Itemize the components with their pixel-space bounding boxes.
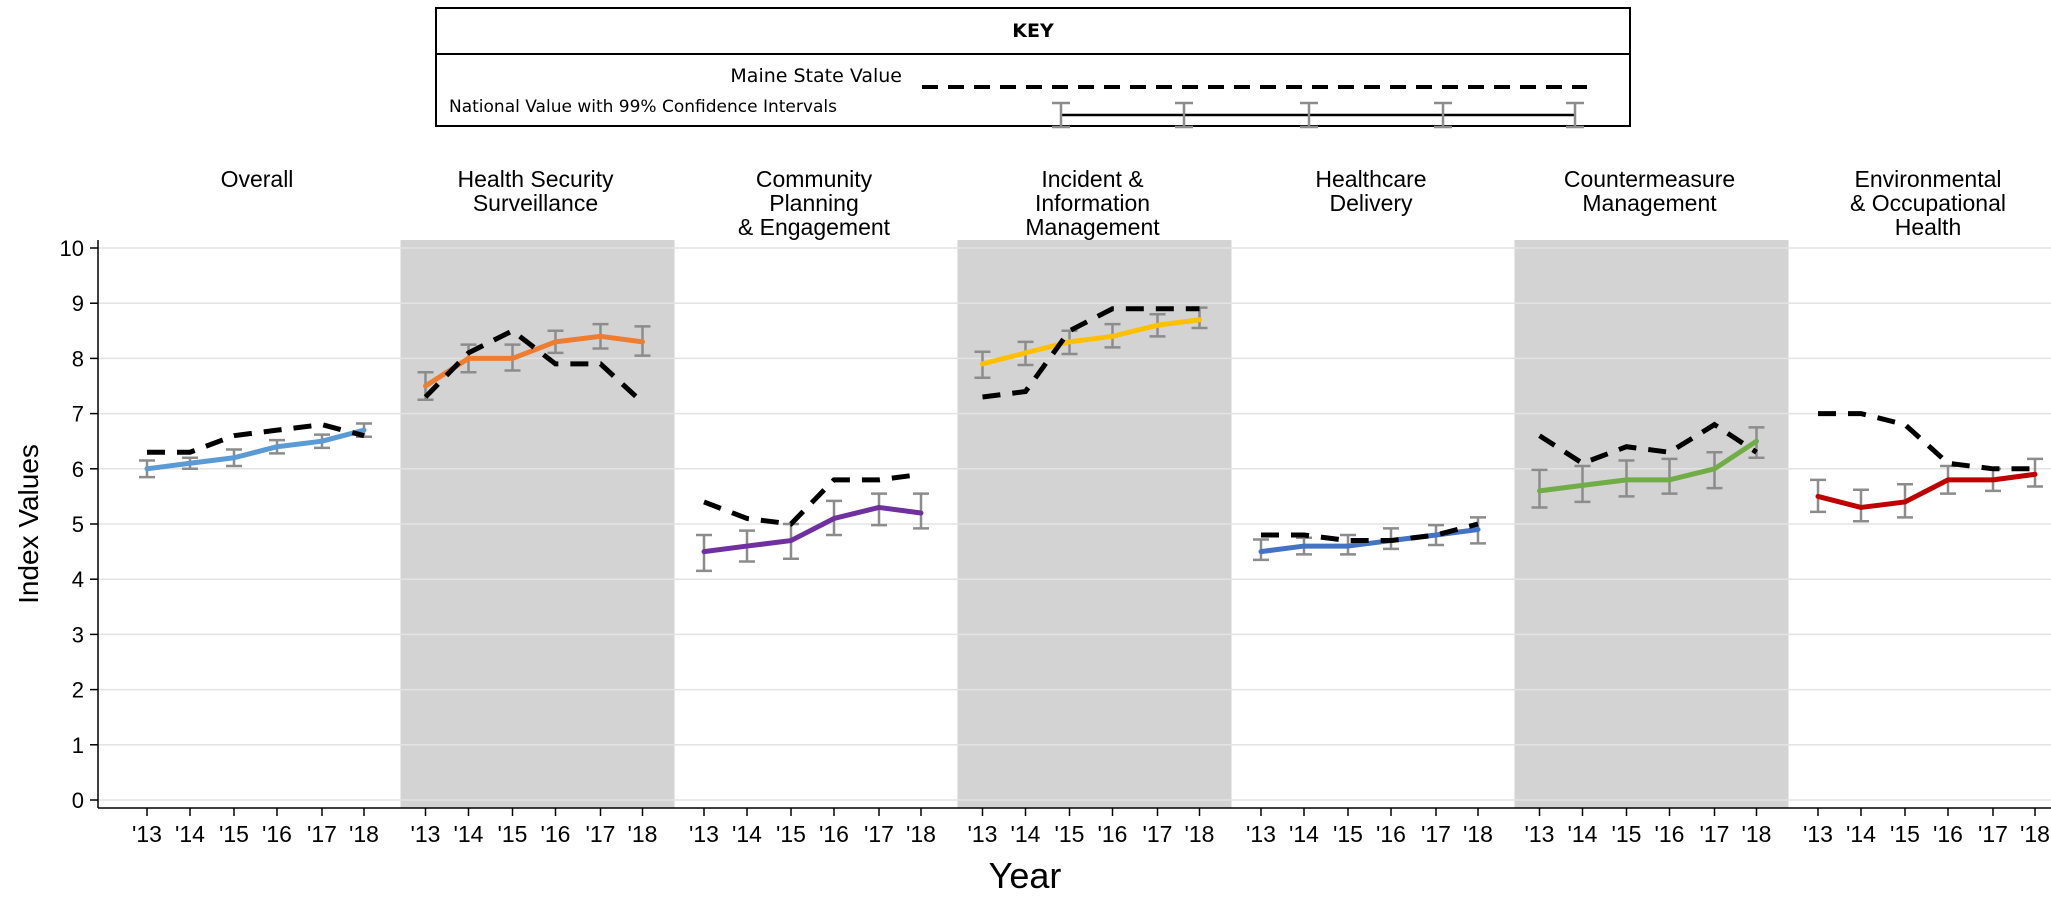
national-value-line <box>980 317 1202 367</box>
x-tick-label: '13 <box>132 821 162 847</box>
state-value-line <box>1538 421 1758 467</box>
y-tick-label: 0 <box>72 788 84 813</box>
x-tick-label: '17 <box>307 821 337 847</box>
key-state-label: Maine State Value <box>730 65 902 87</box>
x-tick-label: '17 <box>1143 821 1173 847</box>
x-tick-label: '16 <box>1098 821 1128 847</box>
key-title: KEY <box>437 9 1629 55</box>
x-tick-label: '17 <box>1421 821 1451 847</box>
x-tick-label: '18 <box>2020 821 2050 847</box>
state-value-line <box>423 327 645 405</box>
y-tick-label: 10 <box>60 236 84 261</box>
y-tick-label: 7 <box>72 402 84 427</box>
x-tick-label: '13 <box>1803 821 1833 847</box>
x-tick-label: '17 <box>586 821 616 847</box>
national-value-line <box>1815 471 2038 510</box>
x-tick-label: '17 <box>864 821 894 847</box>
y-tick-label: 1 <box>72 733 84 758</box>
y-tick-label: 9 <box>72 291 84 316</box>
y-tick-label: 8 <box>72 346 84 371</box>
x-tick-label: '16 <box>1933 821 1963 847</box>
x-tick-label: '18 <box>1185 821 1215 847</box>
state-value-line <box>147 422 365 455</box>
x-tick-label: '15 <box>1612 821 1642 847</box>
error-bar <box>1661 457 1678 495</box>
panel-title: Environmental <box>1854 166 2001 192</box>
x-tick-label: '18 <box>906 821 936 847</box>
panel-title: Healthcare <box>1315 166 1426 192</box>
panel-title: Incident & <box>1041 166 1143 192</box>
x-tick-label: '13 <box>411 821 441 847</box>
y-tick-label: 2 <box>72 678 84 703</box>
x-tick-label: '14 <box>175 821 205 847</box>
x-tick-label: '15 <box>1333 821 1363 847</box>
state-value-line <box>703 471 922 527</box>
panel-title: & Engagement <box>738 214 891 240</box>
x-axis-title: Year <box>989 855 1062 896</box>
x-tick-label: '16 <box>819 821 849 847</box>
state-value-line <box>982 306 1200 400</box>
x-tick-label: '16 <box>1655 821 1685 847</box>
y-tick-label: 3 <box>72 622 84 647</box>
x-tick-label: '14 <box>454 821 484 847</box>
chart-key: KEY Maine State Value National Value wit… <box>435 7 1631 129</box>
x-tick-label: '15 <box>776 821 806 847</box>
state-value-line <box>1261 521 1479 544</box>
x-tick-label: '17 <box>1700 821 1730 847</box>
panel-title: Health Security <box>458 166 614 192</box>
national-value-line <box>423 333 645 389</box>
key-national-label: National Value with 99% Confidence Inter… <box>449 97 837 117</box>
x-tick-label: '14 <box>1568 821 1598 847</box>
panel-title: & Occupational <box>1850 190 2006 216</box>
panel-title: Planning <box>769 190 859 216</box>
x-tick-label: '13 <box>689 821 719 847</box>
panel-title: Management <box>1025 214 1160 240</box>
panel-title: Information <box>1035 190 1150 216</box>
x-tick-label: '16 <box>541 821 571 847</box>
x-tick-label: '14 <box>1011 821 1041 847</box>
x-tick-label: '18 <box>1463 821 1493 847</box>
state-value-line <box>1818 411 2035 472</box>
x-tick-label: '14 <box>1289 821 1319 847</box>
panel-title: Community <box>756 166 873 192</box>
panel-title: Overall <box>221 166 294 192</box>
y-axis-title: Index Values <box>13 444 44 604</box>
x-tick-label: '13 <box>1246 821 1276 847</box>
x-tick-label: '15 <box>219 821 249 847</box>
x-tick-label: '18 <box>349 821 379 847</box>
national-value-line <box>701 504 924 555</box>
x-tick-label: '17 <box>1978 821 2008 847</box>
x-tick-label: '16 <box>1376 821 1406 847</box>
panel-title: Health <box>1895 214 1961 240</box>
x-tick-label: '15 <box>1055 821 1085 847</box>
panel-title: Management <box>1582 190 1717 216</box>
x-tick-label: '16 <box>262 821 292 847</box>
panel-title: Countermeasure <box>1564 166 1735 192</box>
panel-1: Overall '13 '14 '15 '16 '17 '18 <box>132 166 379 847</box>
key-error-bars <box>1052 101 1584 129</box>
panel-title: Delivery <box>1329 190 1413 216</box>
x-tick-label: '13 <box>968 821 998 847</box>
x-tick-label: '15 <box>498 821 528 847</box>
national-value-line <box>144 427 367 472</box>
x-tick-label: '15 <box>1890 821 1920 847</box>
y-tick-label: 5 <box>72 512 84 537</box>
x-tick-label: '14 <box>1846 821 1876 847</box>
y-tick-label: 6 <box>72 457 84 482</box>
x-tick-label: '18 <box>628 821 658 847</box>
national-value-line <box>1537 438 1759 494</box>
y-tick-label: 4 <box>72 567 84 592</box>
panel-title: Surveillance <box>473 190 598 216</box>
x-tick-label: '13 <box>1525 821 1555 847</box>
key-symbols <box>922 85 1587 129</box>
x-tick-label: '14 <box>732 821 762 847</box>
x-tick-label: '18 <box>1742 821 1772 847</box>
